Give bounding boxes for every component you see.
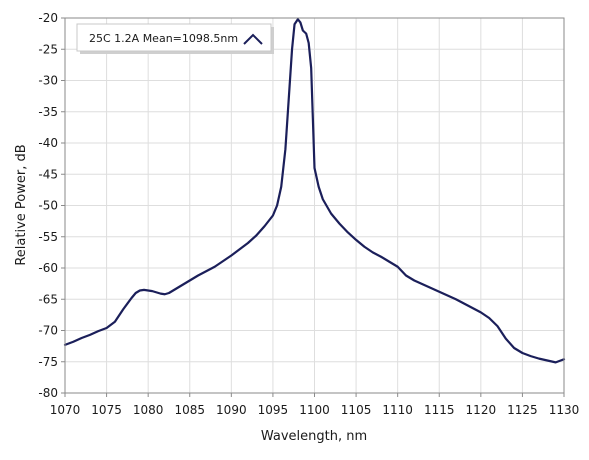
y-tick-label: -45 xyxy=(38,167,58,181)
x-tick-label: 1115 xyxy=(424,403,455,417)
y-tick-label: -25 xyxy=(38,42,58,56)
x-tick-label: 1105 xyxy=(341,403,372,417)
legend: 25C 1.2A Mean=1098.5nm xyxy=(76,23,274,54)
y-tick-label: -75 xyxy=(38,355,58,369)
y-tick-label: -60 xyxy=(38,261,58,275)
legend-entry-label: 25C 1.2A Mean=1098.5nm xyxy=(89,32,238,45)
x-tick-label: 1130 xyxy=(549,403,580,417)
y-tick-label: -70 xyxy=(38,324,58,338)
x-tick-label: 1125 xyxy=(507,403,538,417)
x-tick-label: 1110 xyxy=(382,403,413,417)
y-tick-label: -40 xyxy=(38,136,58,150)
x-tick-label: 1095 xyxy=(258,403,289,417)
x-axis-title: Wavelength, nm xyxy=(261,429,367,444)
y-axis-title: Relative Power, dB xyxy=(14,144,29,265)
y-tick-label: -20 xyxy=(38,11,58,25)
x-tick-label: 1100 xyxy=(299,403,330,417)
y-tick-label: -55 xyxy=(38,230,58,244)
x-tick-label: 1120 xyxy=(466,403,497,417)
y-tick-label: -80 xyxy=(38,386,58,400)
x-tick-label: 1075 xyxy=(91,403,122,417)
y-tick-label: -30 xyxy=(38,74,58,88)
axis-layer: 1070 1075 1080 1085 1090 1095 1100 1105 1110 1115… xyxy=(38,11,579,417)
legend-box xyxy=(76,23,272,52)
series-line xyxy=(63,18,566,364)
y-tick-label: -35 xyxy=(38,105,58,119)
series-layer xyxy=(63,18,566,364)
x-tick-label: 1085 xyxy=(174,403,205,417)
x-tick-label: 1070 xyxy=(50,403,81,417)
y-tick-label: -65 xyxy=(38,292,58,306)
x-tick-label: 1090 xyxy=(216,403,247,417)
y-tick-label: -50 xyxy=(38,199,58,213)
x-tick-label: 1080 xyxy=(133,403,164,417)
legend-swatch-icon xyxy=(243,33,263,45)
